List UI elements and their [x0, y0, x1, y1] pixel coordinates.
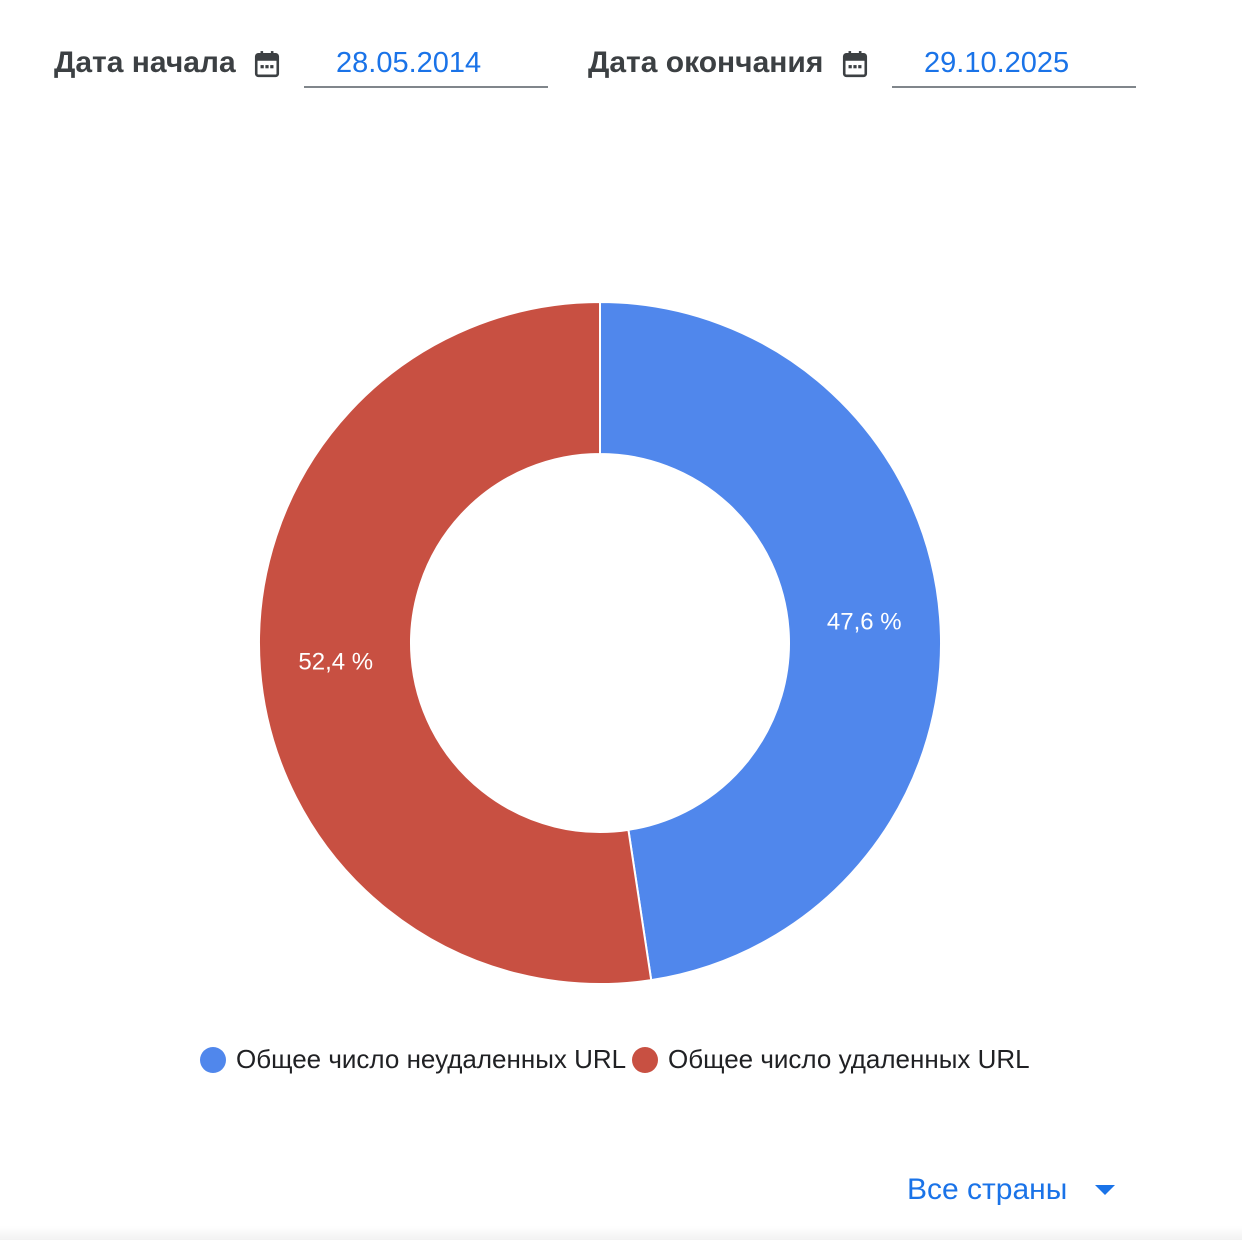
country-select-label: Все страны	[907, 1173, 1068, 1206]
donut-chart: 47,6 % 52,4 %	[258, 300, 942, 985]
donut-slice-0[interactable]	[599, 300, 942, 982]
legend-label: Общее число удаленных URL	[668, 1044, 1030, 1074]
legend-label: Общее число неудаленных URL	[236, 1044, 627, 1074]
end-date-input[interactable]: 29.10.2025	[892, 44, 1136, 88]
bottom-divider	[0, 1226, 1242, 1240]
calendar-icon[interactable]	[254, 50, 280, 78]
end-date-value: 29.10.2025	[924, 47, 1070, 79]
date-range-bar: Дата начала 28.05.2014 Дата окончания 29…	[0, 0, 1242, 110]
start-date-value: 28.05.2014	[336, 47, 482, 79]
dropdown-arrow-icon	[1095, 1185, 1115, 1195]
calendar-icon[interactable]	[842, 50, 868, 78]
country-select[interactable]: Все страны	[900, 1166, 1130, 1214]
slice-percent-label: 52,4 %	[298, 648, 373, 675]
start-date-label: Дата начала	[54, 46, 236, 79]
donut-slice-1[interactable]	[258, 300, 653, 985]
legend-swatch	[200, 1047, 226, 1073]
start-date-input[interactable]: 28.05.2014	[304, 44, 548, 88]
end-date-label: Дата окончания	[588, 46, 824, 79]
chart-legend: Общее число неудаленных URL Общее число …	[0, 1040, 1242, 1080]
legend-swatch	[632, 1047, 658, 1073]
slice-percent-label: 47,6 %	[827, 608, 902, 635]
